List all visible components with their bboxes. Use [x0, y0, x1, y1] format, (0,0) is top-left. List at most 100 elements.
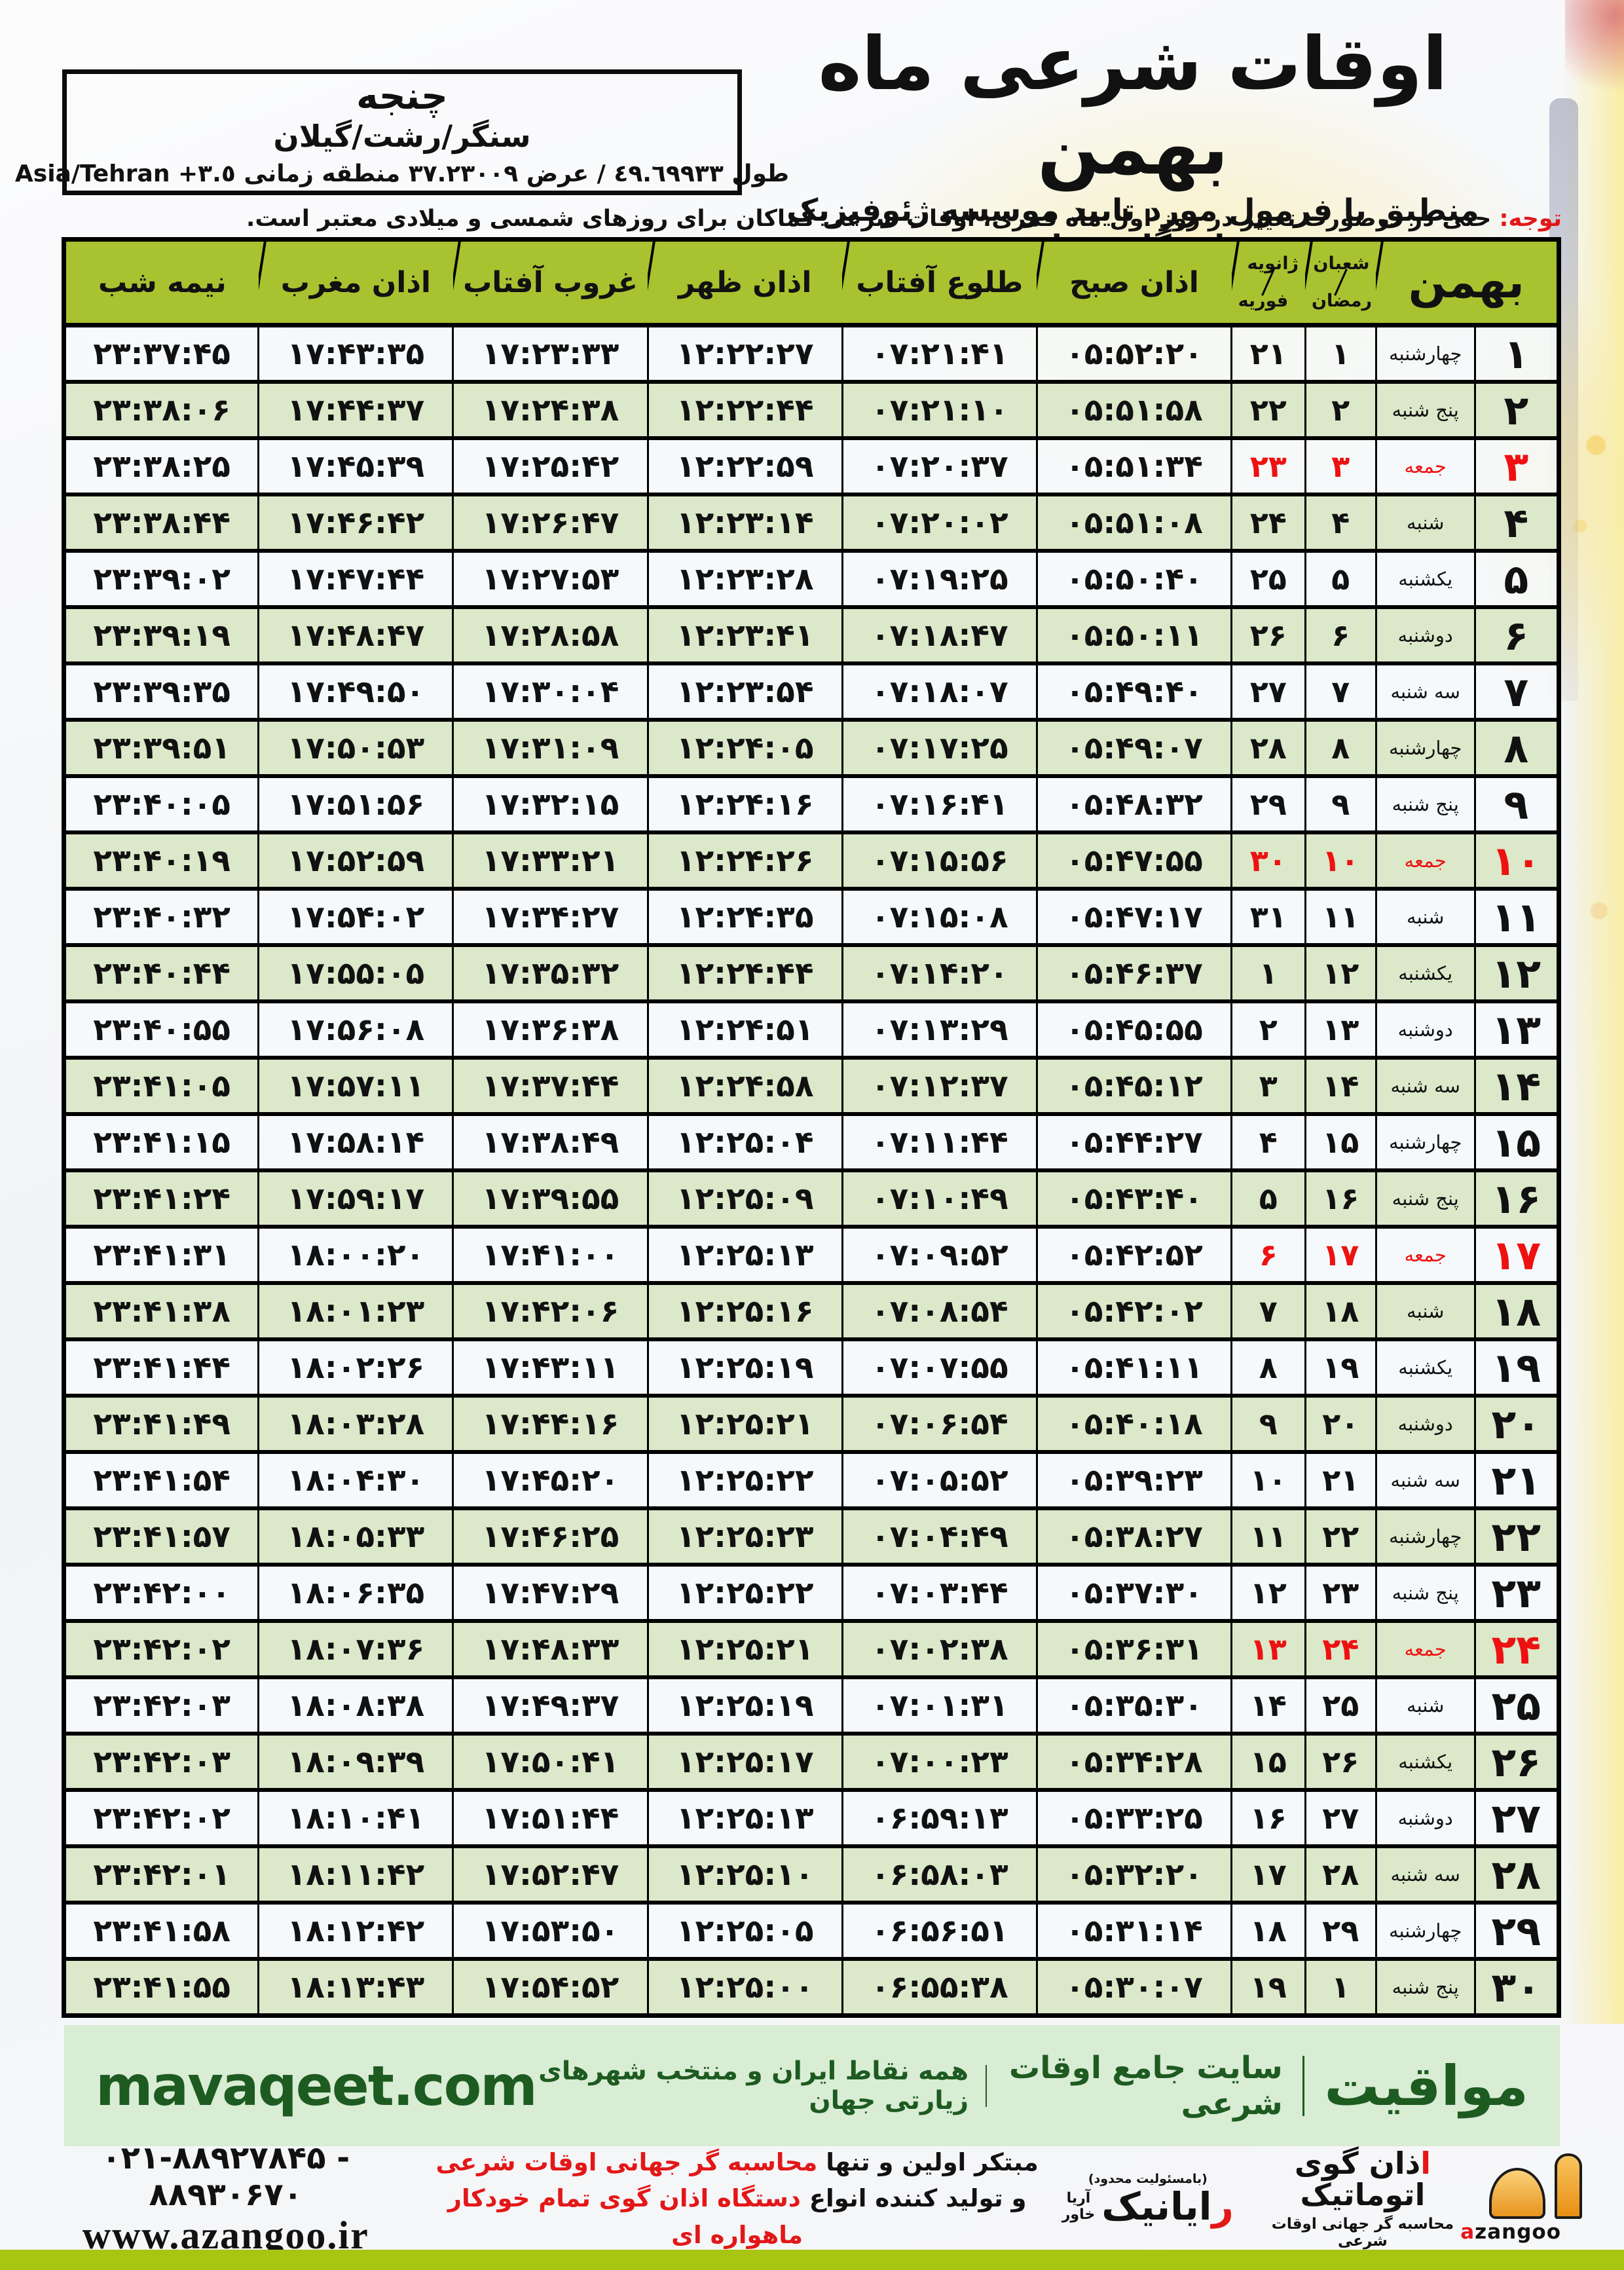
timezone-text: Asia/Tehran +٣.٥: [14, 160, 236, 188]
weekday-cell: شنبه: [1375, 493, 1476, 553]
midnight-time-cell: ۲۳:۴۲:۰۳: [62, 1732, 260, 1792]
noon-time-cell: ۱۲:۲۴:۴۴: [646, 943, 843, 1003]
day-number-cell: ۲۰: [1473, 1394, 1560, 1454]
table-row: ۲۵ شنبه ۲۵ ۱۴ ۰۵:۳۵:۳۰ ۰۷:۰۱:۳۱ ۱۲:۲۵:۱۹…: [62, 1675, 1560, 1736]
fajr-time-cell: ۰۵:۴۷:۱۷: [1035, 887, 1233, 947]
gregorian-date-cell: ۲۵: [1230, 549, 1306, 609]
day-number-cell: ۲۳: [1473, 1563, 1560, 1623]
fajr-time-cell: ۰۵:۴۹:۰۷: [1035, 718, 1233, 778]
day-number-cell: ۱: [1473, 323, 1560, 384]
lunar-date-cell: ۱۰: [1304, 830, 1377, 891]
maghrib-time-cell: ۱۷:۵۸:۱۴: [257, 1112, 454, 1172]
sunrise-time-cell: ۰۷:۲۱:۱۰: [841, 380, 1038, 440]
weekday-cell: چهارشنبه: [1375, 718, 1476, 778]
sunset-time-cell: ۱۷:۴۶:۲۵: [452, 1506, 649, 1567]
sunrise-time-cell: ۰۷:۰۳:۴۴: [841, 1563, 1038, 1623]
gregorian-date-cell: ۱۰: [1230, 1450, 1306, 1510]
location-box: چنجه سنگر/رشت/گیلان طول ٤٩.٦٩٩٣٣ / عرض ٣…: [15, 69, 789, 195]
col-header-lunar-month: شعبان رمضان: [1305, 239, 1376, 327]
weekday-cell: جمعه: [1375, 436, 1476, 496]
noon-time-cell: ۱۲:۲۵:۱۳: [646, 1788, 843, 1848]
day-number-cell: ۲: [1473, 380, 1560, 440]
noon-time-cell: ۱۲:۲۴:۳۵: [646, 887, 843, 947]
table-row: ۴ شنبه ۴ ۲۴ ۰۵:۵۱:۰۸ ۰۷:۲۰:۰۲ ۱۲:۲۳:۱۴ ۱…: [62, 493, 1560, 553]
gregorian-date-cell: ۳۰: [1230, 830, 1306, 891]
noon-time-cell: ۱۲:۲۴:۱۶: [646, 774, 843, 834]
weekday-cell: چهارشنبه: [1375, 1901, 1476, 1961]
gregorian-date-cell: ۳: [1230, 1056, 1306, 1116]
lunar-date-cell: ۱۷: [1304, 1225, 1377, 1285]
maghrib-time-cell: ۱۸:۰۳:۲۸: [257, 1394, 454, 1454]
gregorian-date-cell: ۱: [1230, 943, 1306, 1003]
mavaqeet-url-link[interactable]: mavaqeet.com: [96, 2053, 538, 2118]
col-header-sunset: غروب آفتاب: [452, 239, 648, 327]
lunar-date-cell: ۲۵: [1304, 1675, 1377, 1736]
azangoo-url-link[interactable]: www.azangoo.ir: [82, 2213, 369, 2257]
maghrib-time-cell: ۱۷:۵۴:۰۲: [257, 887, 454, 947]
day-number-cell: ۱۱: [1473, 887, 1560, 947]
mavaqeet-site-label: سایت جامع اوقات شرعی: [1009, 2049, 1283, 2122]
day-number-cell: ۱۵: [1473, 1112, 1560, 1172]
gregorian-date-cell: ۲۷: [1230, 661, 1306, 722]
day-number-cell: ۲۶: [1473, 1732, 1560, 1792]
midnight-time-cell: ۲۳:۳۸:۴۴: [62, 493, 260, 553]
vertical-divider: [1302, 2055, 1305, 2116]
weekday-cell: یکشنبه: [1375, 1732, 1476, 1792]
sunset-time-cell: ۱۷:۵۳:۵۰: [452, 1901, 649, 1961]
gregorian-date-cell: ۱۹: [1230, 1957, 1306, 2018]
noon-time-cell: ۱۲:۲۵:۰۹: [646, 1168, 843, 1229]
noon-time-cell: ۱۲:۲۳:۲۸: [646, 549, 843, 609]
maghrib-time-cell: ۱۷:۴۹:۵۰: [257, 661, 454, 722]
noon-time-cell: ۱۲:۲۳:۱۴: [646, 493, 843, 553]
maghrib-time-cell: ۱۷:۴۷:۴۴: [257, 549, 454, 609]
lunar-month-bottom-label: رمضان: [1312, 291, 1373, 311]
rayanik-name: رایانیک: [1101, 2184, 1234, 2229]
midnight-time-cell: ۲۳:۳۹:۰۲: [62, 549, 260, 609]
lunar-date-cell: ۳: [1304, 436, 1377, 496]
midnight-time-cell: ۲۳:۴۰:۱۹: [62, 830, 260, 891]
table-row: ۸ چهارشنبه ۸ ۲۸ ۰۵:۴۹:۰۷ ۰۷:۱۷:۲۵ ۱۲:۲۴:…: [62, 718, 1560, 778]
rayanik-side-text: آریا خاور: [1061, 2189, 1096, 2223]
sunrise-time-cell: ۰۷:۰۰:۲۳: [841, 1732, 1038, 1792]
fajr-time-cell: ۰۵:۳۳:۲۵: [1035, 1788, 1233, 1848]
dome-icon: [1489, 2168, 1545, 2219]
table-body: ۱ چهارشنبه ۱ ۲۱ ۰۵:۵۲:۲۰ ۰۷:۲۱:۴۱ ۱۲:۲۲:…: [62, 323, 1560, 2018]
gregorian-date-cell: ۸: [1230, 1337, 1306, 1398]
noon-time-cell: ۱۲:۲۵:۱۶: [646, 1281, 843, 1341]
lunar-date-cell: ۶: [1304, 605, 1377, 665]
day-number-cell: ۲۲: [1473, 1506, 1560, 1567]
fajr-time-cell: ۰۵:۴۵:۱۲: [1035, 1056, 1233, 1116]
noon-time-cell: ۱۲:۲۵:۱۷: [646, 1732, 843, 1792]
gregorian-date-cell: ۲۱: [1230, 323, 1306, 384]
midnight-time-cell: ۲۳:۳۹:۱۹: [62, 605, 260, 665]
location-coordinates: طول ٤٩.٦٩٩٣٣ / عرض ٣٧.٢٣٠٠٩ منطقه زمانی …: [15, 160, 789, 187]
maghrib-time-cell: ۱۸:۰۰:۲۰: [257, 1225, 454, 1285]
table-row: ۲۹ چهارشنبه ۲۹ ۱۸ ۰۵:۳۱:۱۴ ۰۶:۵۶:۵۱ ۱۲:۲…: [62, 1901, 1560, 1961]
weekday-cell: شنبه: [1375, 1675, 1476, 1736]
sunset-time-cell: ۱۷:۲۸:۵۸: [452, 605, 649, 665]
lunar-date-cell: ۲۱: [1304, 1450, 1377, 1510]
weekday-cell: یکشنبه: [1375, 943, 1476, 1003]
weekday-cell: چهارشنبه: [1375, 1112, 1476, 1172]
sunrise-time-cell: ۰۷:۰۸:۵۴: [841, 1281, 1038, 1341]
weekday-cell: جمعه: [1375, 1225, 1476, 1285]
table-row: ۲۰ دوشنبه ۲۰ ۹ ۰۵:۴۰:۱۸ ۰۷:۰۶:۵۴ ۱۲:۲۵:۲…: [62, 1394, 1560, 1454]
gregorian-date-cell: ۲۳: [1230, 436, 1306, 496]
sunset-time-cell: ۱۷:۳۵:۳۲: [452, 943, 649, 1003]
sunrise-time-cell: ۰۷:۰۷:۵۵: [841, 1337, 1038, 1398]
coords-text: طول ٤٩.٦٩٩٣٣ / عرض ٣٧.٢٣٠٠٩ منطقه زمانی: [244, 160, 790, 188]
midnight-time-cell: ۲۳:۴۱:۱۵: [62, 1112, 260, 1172]
weekday-cell: سه شنبه: [1375, 1450, 1476, 1510]
minaret-icon: [1555, 2153, 1582, 2219]
day-number-cell: ۱۶: [1473, 1168, 1560, 1229]
fajr-time-cell: ۰۵:۳۲:۲۰: [1035, 1844, 1233, 1905]
maghrib-time-cell: ۱۷:۵۵:۰۵: [257, 943, 454, 1003]
noon-time-cell: ۱۲:۲۵:۰۵: [646, 1901, 843, 1961]
sunrise-time-cell: ۰۷:۰۵:۵۲: [841, 1450, 1038, 1510]
table-row: ۱۵ چهارشنبه ۱۵ ۴ ۰۵:۴۴:۲۷ ۰۷:۱۱:۴۴ ۱۲:۲۵…: [62, 1112, 1560, 1172]
maghrib-time-cell: ۱۸:۱۱:۴۲: [257, 1844, 454, 1905]
lunar-date-cell: ۱۳: [1304, 999, 1377, 1060]
sunrise-time-cell: ۰۷:۱۲:۳۷: [841, 1056, 1038, 1116]
table-row: ۲۶ یکشنبه ۲۶ ۱۵ ۰۵:۳۴:۲۸ ۰۷:۰۰:۲۳ ۱۲:۲۵:…: [62, 1732, 1560, 1792]
